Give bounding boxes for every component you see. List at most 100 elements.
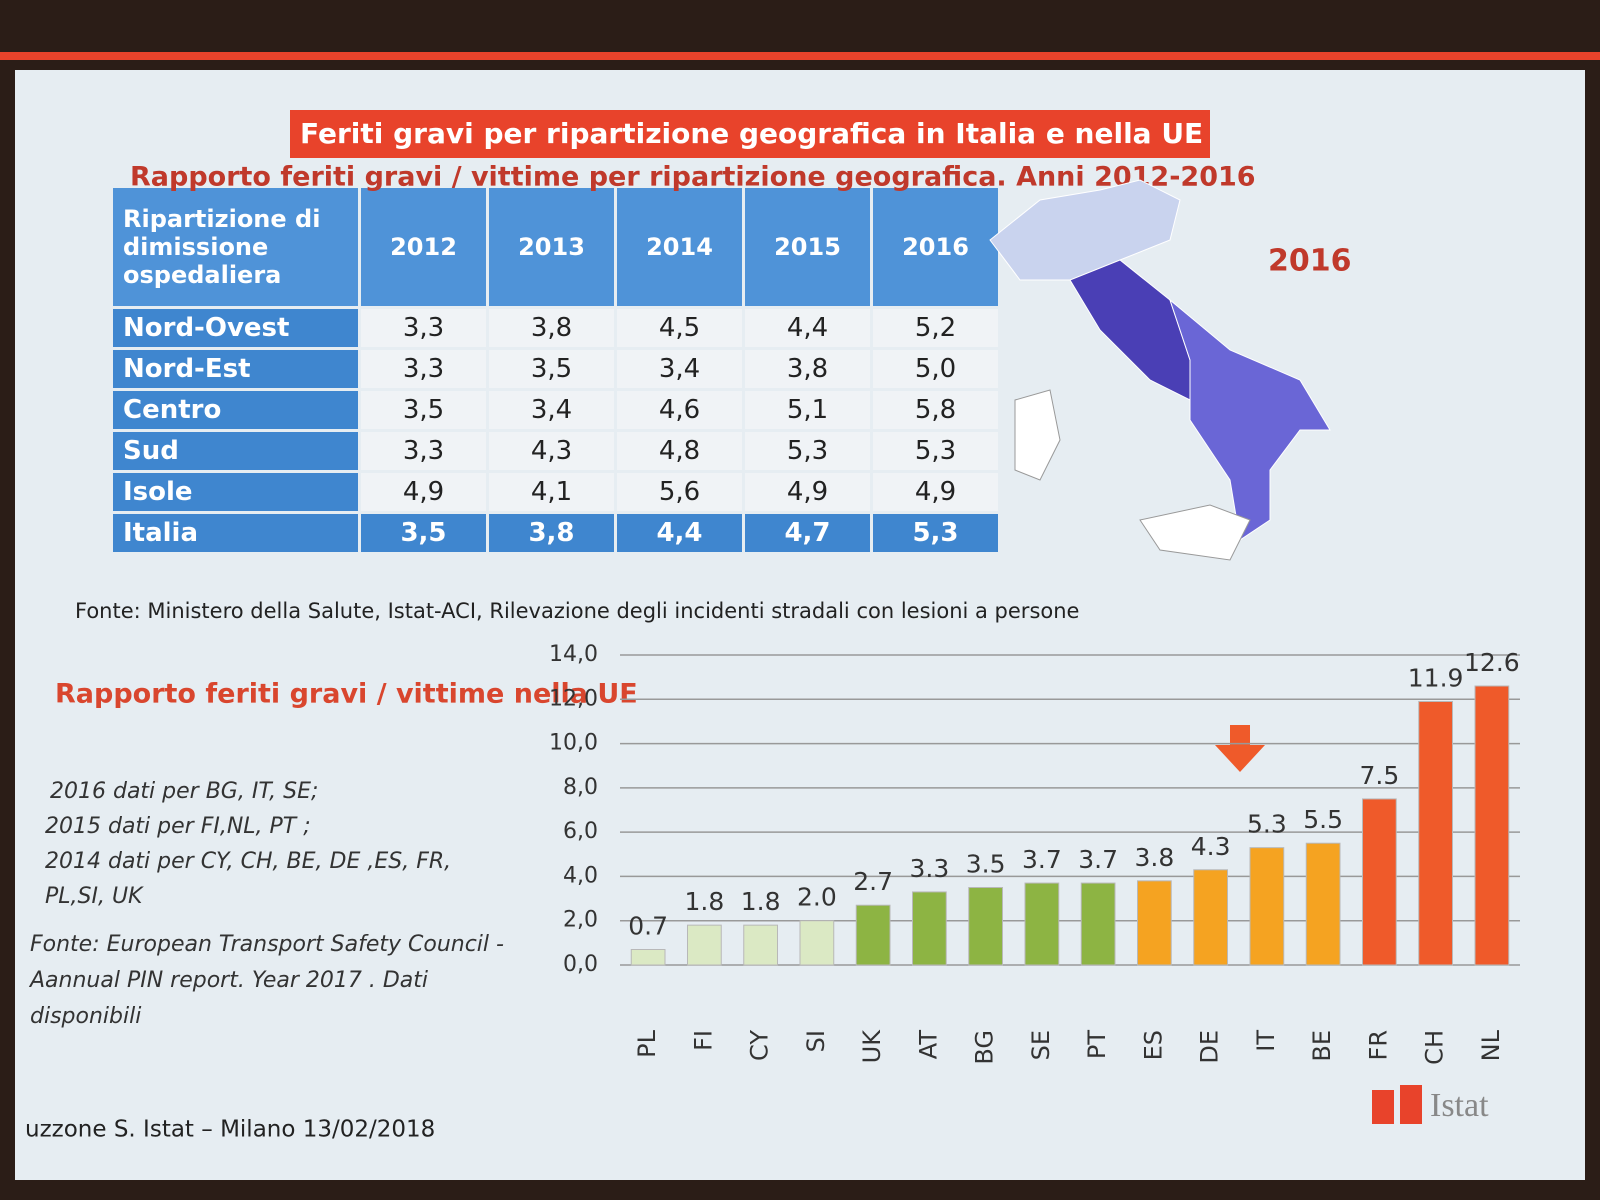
logo-text: Istat xyxy=(1430,1087,1489,1124)
cell: 5,3 xyxy=(870,429,1001,473)
y-tick-label: 2,0 xyxy=(563,908,598,933)
y-tick-label: 6,0 xyxy=(563,819,598,844)
map-label: 2016 xyxy=(1268,244,1352,279)
value-label: 3.8 xyxy=(1134,843,1174,872)
data-table: Ripartizione di dimissione ospedaliera 20… xyxy=(110,185,1001,555)
cell: 5,3 xyxy=(742,429,873,473)
chart-note: 2015 dati per FI,NL, PT ; xyxy=(45,814,311,839)
chart-source: disponibili xyxy=(30,1004,141,1029)
value-label: 5.3 xyxy=(1247,810,1287,839)
cell: 4,4 xyxy=(742,306,873,350)
x-tick-label: SE xyxy=(1027,1030,1055,1060)
cell: 3,3 xyxy=(358,429,489,473)
bar xyxy=(1249,847,1285,966)
row-label: Sud xyxy=(110,429,361,473)
value-label: 11.9 xyxy=(1408,664,1464,693)
value-label: 3.5 xyxy=(966,850,1006,879)
column-header: 2014 xyxy=(614,185,745,309)
value-label: 3.7 xyxy=(1022,845,1062,874)
cell: 3,3 xyxy=(358,347,489,391)
map-region xyxy=(1069,259,1191,401)
highlight-arrow xyxy=(1215,725,1265,772)
cell: 3,4 xyxy=(486,388,617,432)
value-label: 3.7 xyxy=(1078,845,1118,874)
bar xyxy=(743,924,778,966)
x-tick-label: PL xyxy=(633,1029,661,1057)
bar xyxy=(1418,701,1453,966)
value-label: 2.0 xyxy=(797,883,837,912)
cell: 3,5 xyxy=(358,388,489,432)
chart-note: 2016 dati per BG, IT, SE; xyxy=(50,779,318,804)
y-tick-label: 12,0 xyxy=(549,686,598,711)
value-label: 1.8 xyxy=(684,887,724,916)
bar xyxy=(1080,882,1116,966)
cell: 5,0 xyxy=(870,347,1001,391)
x-tick-label: CY xyxy=(746,1030,774,1061)
value-label: 1.8 xyxy=(741,887,781,916)
cell: 4,5 xyxy=(614,306,745,350)
cell: 4,1 xyxy=(486,470,617,514)
cell: 5,1 xyxy=(742,388,873,432)
x-tick-label: ES xyxy=(1139,1030,1167,1060)
chart-title: Rapporto feriti gravi / vittime nella UE xyxy=(55,679,638,710)
top-bar xyxy=(0,52,1600,60)
x-tick-label: UK xyxy=(858,1029,886,1064)
table-source: Fonte: Ministero della Salute, Istat-ACI… xyxy=(75,599,1079,623)
bar xyxy=(1024,882,1060,966)
cell: 4,6 xyxy=(614,388,745,432)
bar xyxy=(855,904,891,966)
row-label: Italia xyxy=(110,511,361,555)
chart-note: PL,SI, UK xyxy=(45,884,144,909)
cell: 3,4 xyxy=(614,347,745,391)
cell: 4,3 xyxy=(486,429,617,473)
column-header: Ripartizione di dimissione ospedaliera xyxy=(110,185,361,309)
value-label: 3.3 xyxy=(909,854,949,883)
cell: 5,6 xyxy=(614,470,745,514)
map-region xyxy=(1014,389,1061,481)
slide-title: Feriti gravi per ripartizione geografica… xyxy=(300,117,1203,150)
cell: 3,8 xyxy=(742,347,873,391)
cell: 3,3 xyxy=(358,306,489,350)
value-label: 4.3 xyxy=(1191,832,1231,861)
bar xyxy=(1305,842,1341,966)
cell: 3,5 xyxy=(486,347,617,391)
chart-source: Aannual PIN report. Year 2017 . Dati xyxy=(28,968,428,993)
x-tick-label: DE xyxy=(1196,1030,1224,1064)
cell: 5,8 xyxy=(870,388,1001,432)
x-tick-label: CH xyxy=(1421,1030,1449,1065)
map-region xyxy=(1168,298,1331,541)
bar xyxy=(968,887,1003,966)
bar xyxy=(912,891,947,966)
x-tick-label: BE xyxy=(1308,1030,1336,1062)
cell: 3,5 xyxy=(358,511,489,555)
logo-mark xyxy=(1372,1090,1394,1124)
chart-source: Fonte: European Transport Safety Council… xyxy=(30,932,504,957)
x-tick-label: AT xyxy=(914,1030,942,1060)
footer-text: uzzone S. Istat – Milano 13/02/2018 xyxy=(25,1117,435,1143)
cell: 5,3 xyxy=(870,511,1001,555)
bar xyxy=(1193,869,1228,966)
row-label: Centro xyxy=(110,388,361,432)
title-bar xyxy=(290,110,1210,158)
logo-mark xyxy=(1400,1085,1422,1124)
bar xyxy=(799,920,835,966)
cell: 4,9 xyxy=(870,470,1001,514)
table-subtitle: Rapporto feriti gravi / vittime per ripa… xyxy=(130,162,1256,193)
x-tick-label: NL xyxy=(1477,1029,1505,1061)
column-header: 2015 xyxy=(742,185,873,309)
bar xyxy=(1474,685,1510,966)
y-tick-label: 10,0 xyxy=(549,731,598,756)
value-label: 0.7 xyxy=(628,912,668,941)
x-tick-label: FR xyxy=(1364,1030,1392,1060)
map-region xyxy=(989,179,1181,281)
cell: 3,8 xyxy=(486,511,617,555)
bar xyxy=(1137,880,1172,966)
value-label: 2.7 xyxy=(853,867,893,896)
x-tick-label: IT xyxy=(1252,1030,1280,1052)
cell: 4,8 xyxy=(614,429,745,473)
cell: 3,8 xyxy=(486,306,617,350)
y-tick-label: 8,0 xyxy=(563,775,598,800)
y-tick-label: 4,0 xyxy=(563,863,598,888)
